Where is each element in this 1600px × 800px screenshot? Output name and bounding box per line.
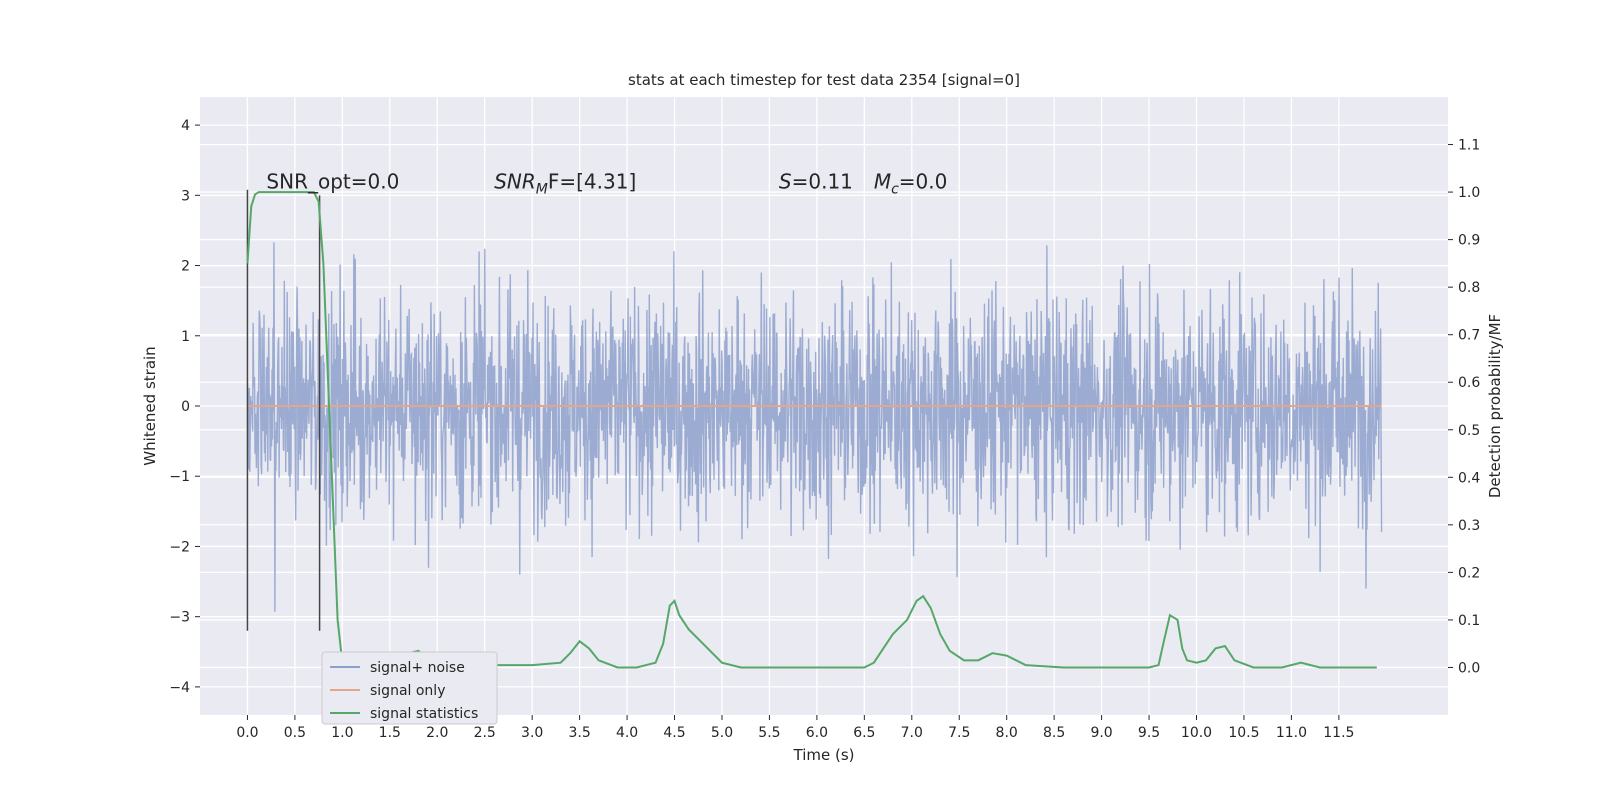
x-tick-label: 6.5	[853, 725, 875, 741]
x-tick-label: 10.5	[1228, 725, 1259, 741]
y-tick-label: 2	[181, 259, 190, 275]
x-tick-label: 7.5	[948, 725, 970, 741]
x-tick-label: 9.0	[1090, 725, 1112, 741]
y2-tick-label: 0.0	[1458, 660, 1480, 676]
y2-tick-label: 0.4	[1458, 470, 1480, 486]
annotation: SNRMF=[4.31]	[494, 169, 636, 197]
legend-box	[321, 651, 498, 725]
y2-tick-label: 0.7	[1458, 328, 1480, 344]
y2-tick-label: 1.1	[1458, 138, 1480, 154]
annotation-main: S	[779, 169, 792, 193]
x-tick-label: 1.0	[331, 725, 353, 741]
x-tick-label: 4.5	[663, 725, 685, 741]
y-tick-label: 4	[181, 118, 190, 134]
y2-tick-label: 0.1	[1458, 613, 1480, 629]
signal-noise-series	[246, 242, 1383, 612]
y-tick-label: 0	[181, 399, 190, 415]
x-tick-label: 11.5	[1323, 725, 1354, 741]
y-tick-label: −3	[169, 610, 190, 626]
annotation-main: M	[874, 169, 891, 193]
y2-tick-label: 0.3	[1458, 518, 1480, 534]
x-tick-label: 5.0	[711, 725, 733, 741]
x-tick-label: 2.5	[474, 725, 496, 741]
annotation-subscript: M	[536, 181, 548, 197]
x-tick-label: 4.0	[616, 725, 638, 741]
x-tick-label: 11.0	[1276, 725, 1307, 741]
x-tick-label: 3.0	[521, 725, 543, 741]
x-tick-label: 8.0	[996, 725, 1018, 741]
x-tick-label: 7.0	[901, 725, 923, 741]
x-tick-label: 5.5	[758, 725, 780, 741]
annotations: SNR_opt=0.0 SNRMF=[4.31] S=0.11 Mc=0.0	[266, 169, 947, 197]
signal-statistics-series	[246, 191, 1377, 669]
y-tick-label: −4	[169, 680, 190, 696]
legend: signal+ noise signal only signal statistic…	[321, 651, 498, 725]
signal-noise-line	[246, 242, 1383, 612]
y-tick-label: 3	[181, 188, 190, 204]
y2-tick-label: 0.6	[1458, 375, 1480, 391]
y2-tick-label: 0.2	[1458, 565, 1480, 581]
annotation: S=0.11	[779, 169, 853, 193]
x-tick-label: 6.0	[806, 725, 828, 741]
x-tick-label: 0.0	[236, 725, 258, 741]
legend-label: signal only	[370, 683, 445, 699]
annotation-main: SNR	[494, 169, 536, 193]
y-tick-label: 1	[181, 329, 190, 345]
x-tick-label: 10.0	[1181, 725, 1212, 741]
y-tick-label: −1	[169, 469, 190, 485]
y2-tick-label: 0.5	[1458, 423, 1480, 439]
annotation-subscript: c	[891, 181, 899, 197]
annotation: Mc=0.0	[874, 169, 948, 197]
annotation-main: SNR_opt=0.0	[266, 169, 399, 193]
annotation: SNR_opt=0.0	[266, 169, 399, 193]
annotation-rest: =0.11	[792, 169, 853, 193]
x-axis: 0.0 0.5 1.0 1.5 2.0 2.5 3.0 3.5 4.0 4.5 5.0 5.5 6.0 6…	[236, 715, 1354, 741]
y2-tick-label: 1.0	[1458, 185, 1480, 201]
y-axis-left: 4 3 2 1 0 −1 −2 −3 −4	[169, 118, 200, 696]
x-tick-label: 1.5	[379, 725, 401, 741]
legend-label: signal+ noise	[370, 660, 465, 676]
y2-axis-label: Detection probability/MF	[1486, 314, 1504, 498]
y-axis-right: 1.1 1.0 0.9 0.8 0.7 0.6 0.5 0.4 0.3 0.2 0.1 0.0	[1448, 138, 1480, 676]
annotation-rest: F=[4.31]	[548, 169, 636, 193]
annotation-rest: =0.0	[899, 169, 948, 193]
x-tick-label: 0.5	[284, 725, 306, 741]
x-tick-label: 3.5	[568, 725, 590, 741]
signal-statistics-line	[246, 191, 1377, 669]
x-tick-label: 2.0	[426, 725, 448, 741]
legend-label: signal statistics	[370, 706, 478, 722]
chart-title: stats at each timestep for test data 235…	[628, 71, 1020, 89]
y-axis-label: Whitened strain	[141, 346, 159, 465]
x-tick-label: 8.5	[1043, 725, 1065, 741]
x-tick-label: 9.5	[1138, 725, 1160, 741]
x-axis-label: Time (s)	[793, 746, 855, 764]
y-tick-label: −2	[169, 539, 190, 555]
y2-tick-label: 0.9	[1458, 233, 1480, 249]
y2-tick-label: 0.8	[1458, 280, 1480, 296]
